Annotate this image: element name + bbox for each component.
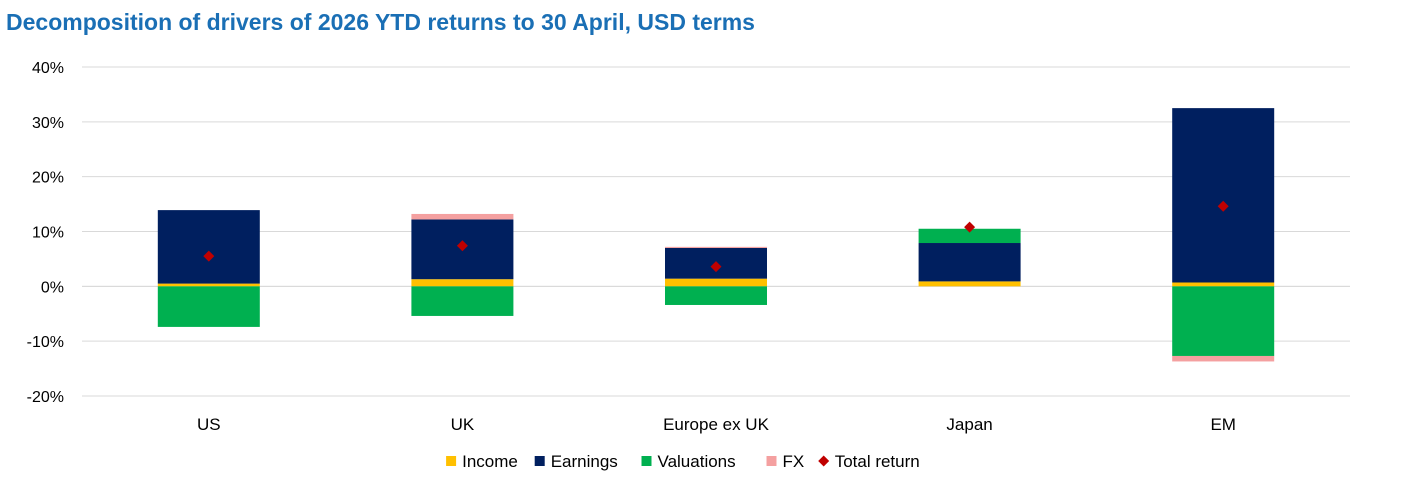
chart-title: Decomposition of drivers of 2026 YTD ret… [6,9,755,35]
legend-label: Earnings [551,452,618,471]
legend-label: Valuations [658,452,736,471]
x-tick-label: Japan [946,415,992,434]
bar-valuations-europe-ex-uk [665,286,767,305]
y-tick-label: 0% [41,279,64,296]
x-tick-label: Europe ex UK [663,415,769,434]
bar-income-us [157,283,260,287]
gridlines [82,66,1350,397]
bar-income-japan [918,281,1021,287]
legend-item-valuations: Valuations [641,452,736,471]
marker-total-return-us [203,250,215,262]
marker-total-return-em [1217,200,1229,212]
legend-item-fx: FX [766,452,805,471]
legend-label: Total return [835,452,920,471]
bar-valuations-uk [411,286,514,316]
total-return-markers [203,200,1229,273]
y-tick-label: 20% [32,170,64,187]
x-axis-tick-labels: US UK Europe ex UK Japan EM [197,415,1236,434]
legend-swatch-income [446,456,457,466]
y-axis-tick-labels: 40% 30% 20% 10% 0% -10% -20% [27,60,64,406]
legend-item-income: Income [446,452,518,471]
legend-item-earnings: Earnings [534,452,618,471]
marker-total-return-europe-ex-uk [710,261,722,273]
legend-swatch-fx [766,456,777,466]
legend-swatch-valuations [641,456,652,466]
bar-earnings-em [1172,108,1275,283]
bar-fx-em [1172,355,1275,362]
bar-valuations-japan [918,228,1021,244]
legend-label: Income [462,452,518,471]
bar-income-em [1172,282,1275,287]
x-tick-label: EM [1210,415,1236,434]
bar-income-europe-ex-uk [665,278,767,287]
bar-earnings-japan [918,243,1021,282]
bar-income-uk [411,279,514,287]
y-tick-label: -10% [27,334,64,351]
legend: Income Earnings Valuations FX Total return [446,452,920,471]
x-tick-label: US [197,415,221,434]
marker-total-return-uk [456,240,468,252]
marker-total-return-japan [964,221,976,233]
bar-fx-uk [411,213,514,220]
y-tick-label: 40% [32,60,64,77]
bar-fx-europe-ex-uk [665,246,767,248]
bar-valuations-us [157,286,260,327]
legend-item-total-return: Total return [818,452,920,471]
legend-swatch-earnings [534,456,545,466]
bars [157,108,1275,362]
legend-marker-total-return [818,455,830,467]
y-tick-label: -20% [27,389,64,406]
bar-valuations-em [1172,286,1275,356]
y-tick-label: 30% [32,115,64,132]
legend-label: FX [783,452,805,471]
y-tick-label: 10% [32,225,64,242]
x-tick-label: UK [451,415,475,434]
bar-earnings-us [157,210,260,284]
